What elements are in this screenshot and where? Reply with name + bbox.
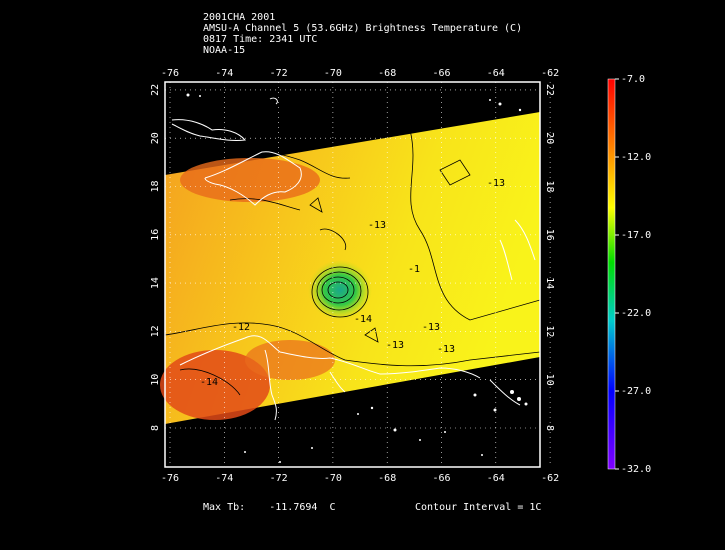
lon-tick-bottom: -66 xyxy=(432,473,450,484)
lon-tick-top: -72 xyxy=(270,68,288,79)
lon-tick-top: -68 xyxy=(378,68,396,79)
contour-label: -13 xyxy=(368,220,386,231)
time-label: 0817 Time: 2341 UTC xyxy=(203,34,318,45)
lat-tick-left: 22 xyxy=(150,84,161,96)
lat-tick-right: 10 xyxy=(544,374,555,386)
colorbar-label: -17.0 xyxy=(621,230,651,241)
contour-label: -1 xyxy=(408,264,420,275)
lon-tick-top: -70 xyxy=(324,68,342,79)
graticule xyxy=(165,82,551,467)
lat-tick-left: 20 xyxy=(150,132,161,144)
contour-interval: Contour Interval = 1C xyxy=(415,502,542,513)
contour-lines xyxy=(164,129,541,396)
contour-label: -13 xyxy=(437,344,455,355)
colorbar-labels: -7.0 -12.0 -17.0 -22.0 -27.0 -32.0 xyxy=(615,74,651,475)
colorbar-label: -7.0 xyxy=(621,74,645,85)
lon-tick-top: -76 xyxy=(161,68,179,79)
lat-tick-right: 20 xyxy=(544,132,555,144)
lon-tick-top: -64 xyxy=(487,68,505,79)
lat-tick-right: 14 xyxy=(544,277,555,289)
colorbar-label: -32.0 xyxy=(621,464,651,475)
contour-label: -14 xyxy=(354,314,372,325)
lat-tick-left: 14 xyxy=(150,277,161,289)
lat-tick-left: 12 xyxy=(150,325,161,337)
contour-label: -13 xyxy=(487,178,505,189)
lat-tick-left: 10 xyxy=(150,374,161,386)
lon-tick-bottom: -72 xyxy=(270,473,288,484)
lon-tick-bottom: -68 xyxy=(378,473,396,484)
lat-tick-left: 16 xyxy=(150,229,161,241)
contour-labels: -12 -14 -13 -13 -13 -13 -13 -1 -14 xyxy=(200,178,505,388)
coastlines xyxy=(171,97,536,421)
contour-label: -14 xyxy=(200,377,218,388)
max-tb-label: Max Tb: xyxy=(203,502,246,513)
colorbar-label: -12.0 xyxy=(621,152,651,163)
lon-tick-bottom: -64 xyxy=(487,473,505,484)
lat-tick-right: 12 xyxy=(544,325,555,337)
colorbar xyxy=(607,78,616,470)
map-frame xyxy=(164,81,541,468)
lat-tick-left: 18 xyxy=(150,180,161,192)
lon-tick-bottom: -74 xyxy=(215,473,233,484)
lon-tick-top: -66 xyxy=(432,68,450,79)
lon-tick-bottom: -62 xyxy=(541,473,559,484)
contour-label: -12 xyxy=(232,322,250,333)
contour-label: -13 xyxy=(422,322,440,333)
max-tb-unit: C xyxy=(329,502,336,513)
header: 2001CHA 2001 AMSU-A Channel 5 (53.6GHz) B… xyxy=(203,12,522,56)
lat-tick-left: 8 xyxy=(150,425,161,431)
lon-tick-bottom: -70 xyxy=(324,473,342,484)
product-title: AMSU-A Channel 5 (53.6GHz) Brightness Te… xyxy=(203,23,523,34)
max-tb-value: -11.7694 xyxy=(269,502,318,513)
lon-tick-top: -74 xyxy=(215,68,233,79)
lat-tick-right: 16 xyxy=(544,229,555,241)
lat-tick-right: 22 xyxy=(544,84,555,96)
lon-tick-bottom: -76 xyxy=(161,473,179,484)
satellite-label: NOAA-15 xyxy=(203,45,246,56)
lon-tick-top: -62 xyxy=(541,68,559,79)
colorbar-label: -27.0 xyxy=(621,386,651,397)
dataset-title: 2001CHA 2001 xyxy=(203,12,276,23)
tick-labels: -76 -76 -74 -74 -72 -72 -70 -70 -68 -68 -66 -66 -64 -… xyxy=(150,68,559,484)
lat-tick-right: 18 xyxy=(544,180,555,192)
max-tb: Max Tb: -11.7694 C xyxy=(203,502,336,513)
contour-label: -13 xyxy=(386,340,404,351)
colorbar-label: -22.0 xyxy=(621,308,651,319)
lat-tick-right: 8 xyxy=(544,425,555,431)
islands xyxy=(186,93,528,463)
